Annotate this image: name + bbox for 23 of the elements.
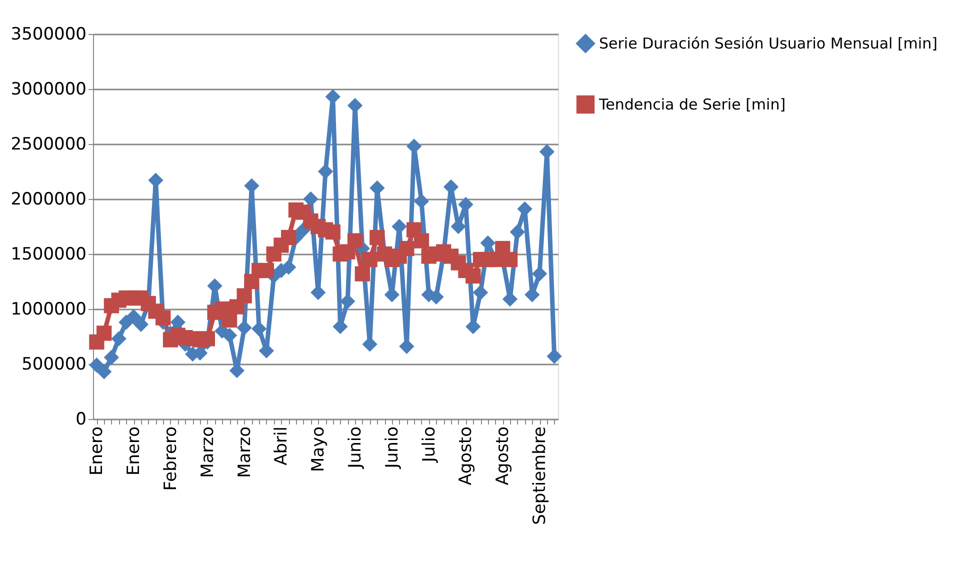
y-tick-label: 3500000: [10, 24, 86, 44]
y-tick-label: 2000000: [10, 190, 86, 210]
x-tick-label: Agosto: [456, 426, 476, 486]
y-tick-label: 0: [76, 410, 86, 430]
x-tick-label: Enero: [87, 426, 108, 476]
legend-label: Serie Duración Sesión Usuario Mensual [min]: [599, 34, 938, 52]
x-tick-label: Enero: [124, 426, 144, 476]
x-tick-label: Septiembre: [530, 426, 550, 525]
legend-label: Tendencia de Serie [min]: [598, 96, 786, 114]
y-tick-label: 3000000: [10, 80, 86, 100]
x-tick-label: Junio: [382, 426, 402, 470]
x-tick-label: Marzo: [198, 426, 218, 478]
x-tick-label: Marzo: [234, 426, 255, 478]
x-tick-label: Abril: [272, 426, 292, 466]
y-tick-label: 1000000: [10, 300, 86, 320]
x-tick-label: Febrero: [161, 426, 181, 491]
y-tick-label: 500000: [22, 354, 86, 374]
x-tick-label: Julio: [419, 426, 440, 464]
x-tick-label: Mayo: [308, 426, 329, 472]
y-tick-label: 2500000: [10, 134, 86, 154]
x-tick-label: Agosto: [493, 426, 514, 486]
x-tick-label: Junio: [346, 426, 366, 470]
y-tick-label: 1500000: [10, 244, 86, 264]
